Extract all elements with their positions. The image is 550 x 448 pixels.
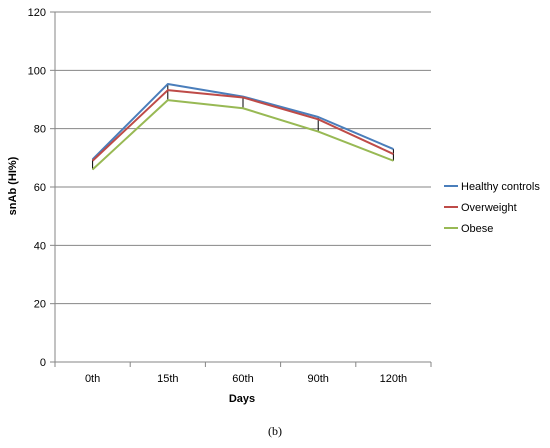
y-tick-label: 20 — [34, 299, 46, 311]
y-tick-label: 80 — [34, 124, 46, 136]
series-line-obese — [91, 99, 394, 171]
x-tick-label: 15th — [157, 373, 178, 385]
axes — [54, 12, 432, 367]
x-axis-title: Days — [229, 393, 255, 405]
series-line-overweight — [91, 89, 394, 162]
y-axis-title: snAb (HI%) — [7, 156, 19, 215]
legend: Healthy controls Overweight Obese — [444, 181, 540, 235]
y-tick-label: 100 — [28, 65, 46, 77]
y-tick-label: 60 — [34, 182, 46, 194]
y-tick-labels: 0 20 40 60 80 100 120 — [28, 7, 46, 369]
series-lines — [91, 83, 394, 171]
gridlines — [50, 11, 431, 363]
legend-label: Obese — [461, 223, 493, 235]
x-tick-label: 120th — [380, 373, 408, 385]
y-tick-label: 0 — [40, 357, 46, 369]
x-tick-label: 0th — [85, 373, 100, 385]
y-tick-label: 40 — [34, 240, 46, 252]
x-tick-label: 60th — [232, 373, 253, 385]
x-tick-label: 90th — [307, 373, 328, 385]
legend-label: Healthy controls — [461, 181, 540, 193]
x-tick-labels: 0th 15th 60th 90th 120th — [85, 373, 407, 385]
legend-label: Overweight — [461, 202, 517, 214]
figure-caption: (b) — [268, 424, 282, 438]
line-chart: 0 20 40 60 80 100 120 0th 15th 60th 90th 120th snA… — [7, 7, 540, 405]
series-line-healthy-controls — [91, 83, 394, 160]
y-tick-label: 120 — [28, 7, 46, 19]
